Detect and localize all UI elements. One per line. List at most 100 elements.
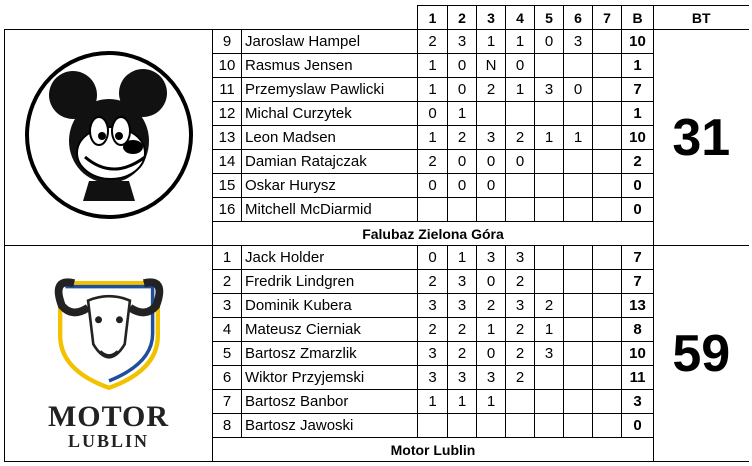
heat-score: 3 [563,29,593,54]
heat-score [592,317,622,342]
heat-score: 0 [476,149,506,174]
heat-score: 1 [417,77,448,102]
heat-score: 2 [505,125,535,150]
rider-row: MOTOR LUBLIN 1 Jack Holder 0 1 3 3 7 59 [4,245,749,462]
scoreboard-table: 1 2 3 4 5 6 7 B BT 9 Jaroslaw Hampel 2 3 1 1 0 3 10 31 10 R… [4,5,749,462]
heat-score [563,149,593,174]
rider-total: 13 [621,293,654,318]
heat-score [592,53,622,78]
rider-total: 10 [621,341,654,366]
heat-score: 0 [447,173,477,198]
heat-score: 1 [476,29,506,54]
rider-row: 3 Dominik Kubera 3 3 2 3 2 13 [5,293,749,318]
heat-score [534,269,564,294]
team-name: Motor Lublin [212,437,654,462]
heat-score: 2 [447,125,477,150]
rider-row: 6 Wiktor Przyjemski 3 3 3 2 11 [5,365,749,390]
rider-total: 3 [621,389,654,414]
rider-row: 10 Rasmus Jensen 1 0 N 0 1 [5,53,749,78]
rider-name: Mitchell McDiarmid [241,197,418,222]
rider-total: 1 [621,53,654,78]
bonus-header: B [621,5,654,30]
rider-name: Rasmus Jensen [241,53,418,78]
heat-score [563,293,593,318]
heat-score: 0 [505,149,535,174]
rider-number: 4 [212,317,242,342]
heat-score [534,365,564,390]
team-name-row: Falubaz Zielona Góra [5,221,749,246]
rider-row: 12 Michal Curzytek 0 1 1 [5,101,749,126]
heat-score: 0 [417,245,448,270]
heat-score [592,293,622,318]
heat-score [592,365,622,390]
heat-score: 2 [417,317,448,342]
rider-total: 10 [621,125,654,150]
rider-number: 11 [212,77,242,102]
heat-score: 2 [505,341,535,366]
heat-score [534,53,564,78]
rider-number: 14 [212,149,242,174]
heat-score: 2 [505,365,535,390]
heat-header-2: 2 [447,5,477,30]
heat-score [592,245,622,270]
heat-score: 3 [534,77,564,102]
heat-score [447,413,477,438]
rider-total: 0 [621,413,654,438]
heat-score [592,269,622,294]
rider-number: 9 [212,29,242,54]
rider-name: Dominik Kubera [241,293,418,318]
heat-score: 0 [563,77,593,102]
heat-score [534,101,564,126]
heat-score: 3 [505,293,535,318]
heat-score [563,341,593,366]
rider-name: Bartosz Zmarzlik [241,341,418,366]
heat-score: 2 [534,293,564,318]
heat-header-5: 5 [534,5,564,30]
ram-head-logo-icon [54,278,163,391]
heat-score [563,173,593,198]
heat-score [563,365,593,390]
heat-header-7: 7 [592,5,622,30]
rider-name: Jaroslaw Hampel [241,29,418,54]
heat-score [534,413,564,438]
heat-score: 3 [417,293,448,318]
heat-score: 3 [447,365,477,390]
heat-score [505,413,535,438]
rider-number: 2 [212,269,242,294]
heat-score: 1 [476,317,506,342]
heat-score: 2 [447,341,477,366]
mickey-mouse-logo-icon [24,50,193,219]
rider-row: 8 Bartosz Jawoski 0 [5,413,749,438]
rider-total: 10 [621,29,654,54]
heat-score [563,53,593,78]
rider-name: Michal Curzytek [241,101,418,126]
rider-row: 15 Oskar Hurysz 0 0 0 0 [5,173,749,198]
rider-total: 0 [621,173,654,198]
rider-number: 3 [212,293,242,318]
heat-score [534,149,564,174]
falubaz-logo [4,29,213,246]
heat-score [592,149,622,174]
rider-total: 7 [621,77,654,102]
rider-name: Leon Madsen [241,125,418,150]
rider-total: 7 [621,269,654,294]
motor-lublin-logo: MOTOR LUBLIN [4,245,213,462]
heat-score: 1 [447,389,477,414]
heat-score [563,245,593,270]
heat-score [534,389,564,414]
rider-name: Bartosz Jawoski [241,413,418,438]
heat-score [505,197,535,222]
heat-score [563,101,593,126]
rider-name: Jack Holder [241,245,418,270]
heat-score [592,341,622,366]
team-total-score: 31 [653,29,749,246]
heat-score [592,173,622,198]
heat-score [534,245,564,270]
heat-score: 0 [476,269,506,294]
heat-score: 1 [534,125,564,150]
rider-total: 7 [621,245,654,270]
rider-total: 1 [621,101,654,126]
heat-header-6: 6 [563,5,593,30]
heat-score: 0 [417,101,448,126]
heat-score [476,413,506,438]
